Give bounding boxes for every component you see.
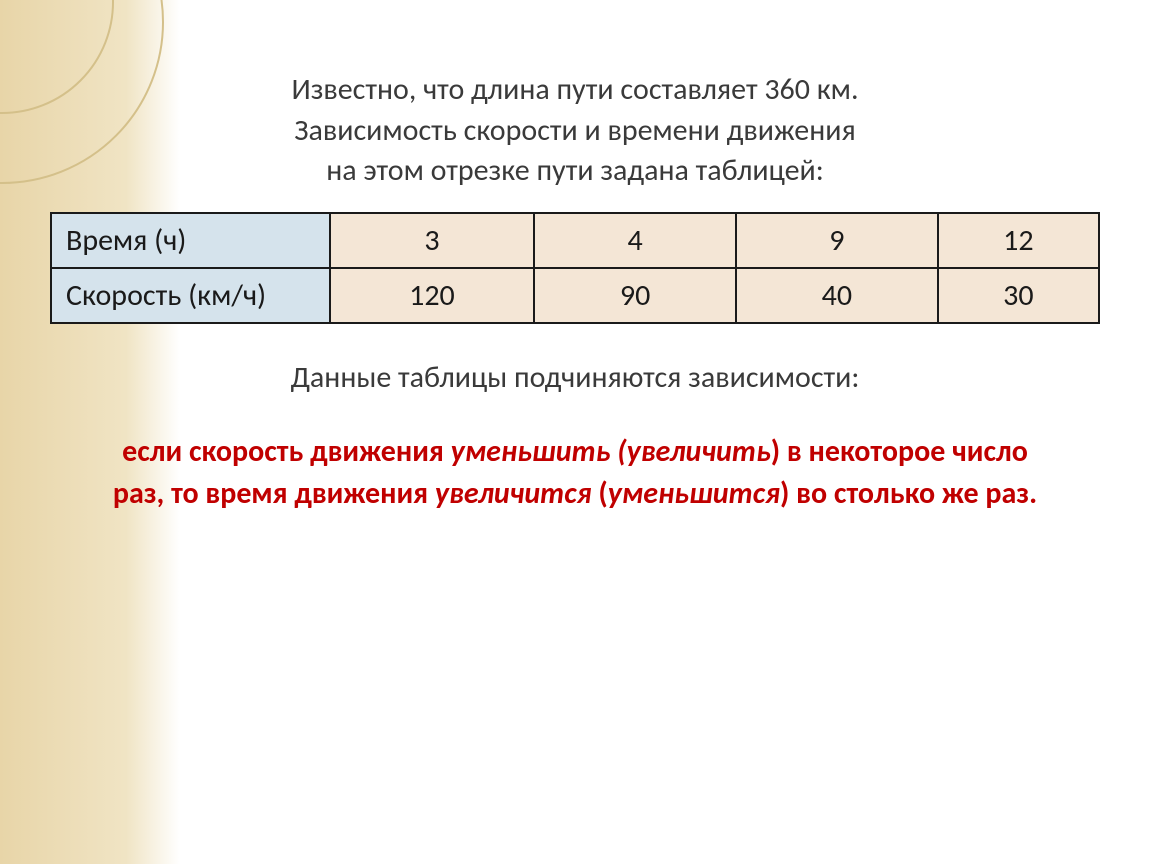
emphasis-part: ( (592, 475, 608, 512)
emphasis-rule: если скорость движения уменьшить (увелич… (50, 431, 1100, 515)
table-cell: 4 (534, 213, 736, 268)
emphasis-part: если скорость движения (122, 433, 451, 470)
intro-paragraph: Известно, что длина пути составляет 360 … (50, 70, 1100, 192)
table-cell: 3 (330, 213, 535, 268)
table-cell: 12 (938, 213, 1099, 268)
table-cell: 40 (736, 268, 938, 323)
table-row: Время (ч) 3 4 9 12 (51, 213, 1099, 268)
row-label-time: Время (ч) (51, 213, 330, 268)
intro-line-1: Известно, что длина пути составляет 360 … (291, 71, 858, 108)
intro-line-2: Зависимость скорости и времени движения (294, 112, 855, 149)
emphasis-italic: уменьшить (увеличить (451, 433, 771, 470)
slide-content: Известно, что длина пути составляет 360 … (0, 0, 1150, 515)
table-cell: 90 (534, 268, 736, 323)
table-cell: 120 (330, 268, 535, 323)
emphasis-italic: увеличится (435, 475, 592, 512)
intro-line-3: на этом отрезке пути задана таблицей: (326, 152, 824, 189)
speed-time-table: Время (ч) 3 4 9 12 Скорость (км/ч) 120 9… (50, 212, 1100, 324)
middle-statement: Данные таблицы подчиняются зависимости: (50, 359, 1100, 396)
emphasis-italic: уменьшится (608, 475, 780, 512)
table-cell: 30 (938, 268, 1099, 323)
emphasis-part: ) во столько же раз. (780, 475, 1037, 512)
row-label-speed: Скорость (км/ч) (51, 268, 330, 323)
table-row: Скорость (км/ч) 120 90 40 30 (51, 268, 1099, 323)
table-cell: 9 (736, 213, 938, 268)
